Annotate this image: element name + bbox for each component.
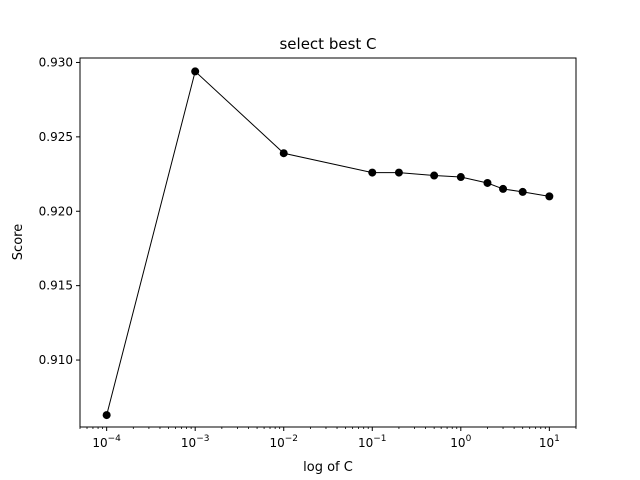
data-point	[518, 187, 527, 196]
data-point	[191, 67, 200, 76]
y-tick-label: 0.910	[39, 353, 73, 367]
x-tick-label: 100	[450, 434, 471, 450]
data-point	[499, 184, 508, 193]
x-tick-label: 10−1	[358, 434, 387, 450]
y-axis: 0.910 0.915 0.920 0.925 0.930	[39, 55, 80, 367]
x-tick-label: 10−4	[92, 434, 121, 450]
data-point	[545, 192, 554, 201]
y-tick-label: 0.920	[39, 204, 73, 218]
data-point	[394, 168, 403, 177]
x-tick-label: 10−2	[269, 434, 298, 450]
data-point	[430, 171, 439, 180]
y-tick-label: 0.925	[39, 130, 73, 144]
series-line	[106, 70, 550, 416]
y-axis-label: Score	[11, 224, 26, 260]
x-axis: 10−4 10−3 10−2 10−1 100 101	[79, 427, 577, 450]
data-point	[456, 173, 465, 182]
axes-frame	[79, 57, 577, 428]
x-axis-label: log of C	[303, 460, 353, 475]
y-tick-label: 0.930	[39, 55, 73, 69]
data-point	[483, 178, 492, 187]
x-tick-label: 101	[539, 434, 560, 450]
plot-area	[102, 67, 554, 420]
x-tick-label: 10−3	[181, 434, 210, 450]
chart-title: select best C	[279, 35, 376, 53]
y-tick-label: 0.915	[39, 279, 73, 293]
data-point	[102, 411, 111, 420]
data-point	[368, 168, 377, 177]
data-point	[279, 149, 288, 158]
